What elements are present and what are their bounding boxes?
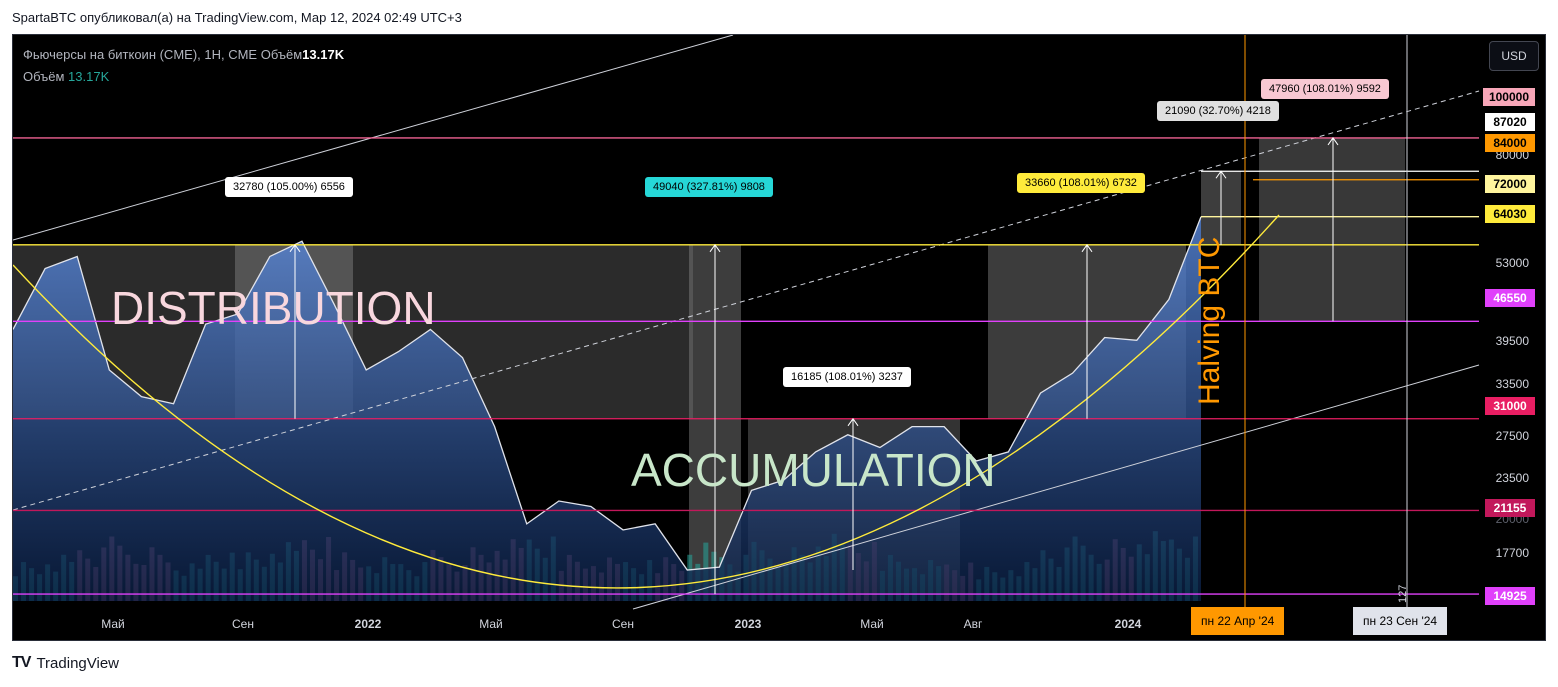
price-tag-72000: 72000 xyxy=(1485,175,1535,193)
price-tag-46550: 46550 xyxy=(1485,289,1535,307)
measure-zone-target xyxy=(1259,137,1405,322)
measure-box-current[interactable]: 33660 (108.01%) 6732 xyxy=(1017,173,1145,193)
time-tag-halving: пн 22 Апр '24 xyxy=(1191,607,1285,635)
footer: TV TradingView xyxy=(12,654,119,672)
legend-volume-value-2: 13.17K xyxy=(68,69,110,84)
currency-button[interactable]: USD xyxy=(1489,41,1539,71)
time-axis-label: Май xyxy=(479,617,503,631)
price-tag-21155: 21155 xyxy=(1485,499,1535,517)
measure-box-rally[interactable]: 49040 (327.81%) 9808 xyxy=(645,177,773,197)
bar-count-label: 127 xyxy=(1397,584,1409,603)
measure-arrow-head xyxy=(847,417,859,427)
tradingview-brand[interactable]: TradingView xyxy=(36,654,119,672)
measure-arrow-head xyxy=(1215,170,1227,179)
time-axis-label: 2022 xyxy=(354,617,382,631)
legend-volume-label-2: Объём xyxy=(23,69,65,84)
legend-symbol: Фьючерсы на биткоин (CME), 1Н, CME xyxy=(23,47,258,62)
legend-symbol-row: Фьючерсы на биткоин (CME), 1Н, CME Объём… xyxy=(23,47,344,62)
price-tag-31000: 31000 xyxy=(1485,397,1535,415)
parabola-curve xyxy=(13,214,1280,589)
measure-arrow-head xyxy=(709,243,721,253)
chart-pane[interactable]: Фьючерсы на биткоин (CME), 1Н, CME Объём… xyxy=(12,34,1546,641)
price-tag-84000: 84000 xyxy=(1485,134,1535,152)
measure-box-target[interactable]: 47960 (108.01%) 9592 xyxy=(1261,79,1389,99)
measure-arrow-head xyxy=(289,243,301,253)
time-axis-label: Авг xyxy=(963,617,983,631)
measure-box-accumulation[interactable]: 16185 (108.01%) 3237 xyxy=(783,367,911,387)
channel-mid-line xyxy=(13,90,1480,511)
time-axis-label: Сен xyxy=(232,617,254,631)
axis-label: 27500 xyxy=(1495,429,1529,443)
channel-bottom-line xyxy=(632,364,1480,610)
time-tag-future: пн 23 Сен '24 xyxy=(1353,607,1448,635)
legend-volume-value: 13.17K xyxy=(302,47,345,62)
axis-label: 39500 xyxy=(1495,334,1529,348)
measure-arrow-head xyxy=(1081,243,1093,253)
time-axis-label: Сен xyxy=(612,617,634,631)
distribution-label: DISTRIBUTION xyxy=(111,282,436,334)
time-axis-label: Май xyxy=(860,617,884,631)
measure-box-halving[interactable]: 21090 (32.70%) 4218 xyxy=(1157,101,1279,121)
price-tag-87020: 87020 xyxy=(1485,113,1535,131)
axis-label: 17700 xyxy=(1495,546,1529,560)
legend-volume-row: Объём 13.17K xyxy=(23,69,109,84)
tradingview-logo-icon: TV xyxy=(12,654,31,671)
measure-box-distribution[interactable]: 32780 (105.00%) 6556 xyxy=(225,177,353,197)
accumulation-label: ACCUMULATION xyxy=(631,444,996,496)
price-tag-14925: 14925 xyxy=(1485,587,1535,605)
axis-label: 53000 xyxy=(1495,256,1529,270)
measure-arrow-head xyxy=(1327,137,1339,146)
axis-label: 23500 xyxy=(1495,471,1529,485)
legend-volume-label: Объём xyxy=(260,47,303,62)
halving-label: Halving BTC xyxy=(1193,236,1226,405)
price-line xyxy=(13,216,1202,571)
axis-label: 33500 xyxy=(1495,377,1529,391)
time-axis-label: 2023 xyxy=(734,617,762,631)
price-tag-64030: 64030 xyxy=(1485,205,1535,223)
time-axis-label: 2024 xyxy=(1114,617,1142,631)
price-chart[interactable] xyxy=(13,35,1546,641)
publication-header: SpartaBTC опубликовал(а) на TradingView.… xyxy=(12,10,462,25)
price-tag-100000: 100000 xyxy=(1482,88,1535,106)
time-axis-label: Май xyxy=(101,617,125,631)
